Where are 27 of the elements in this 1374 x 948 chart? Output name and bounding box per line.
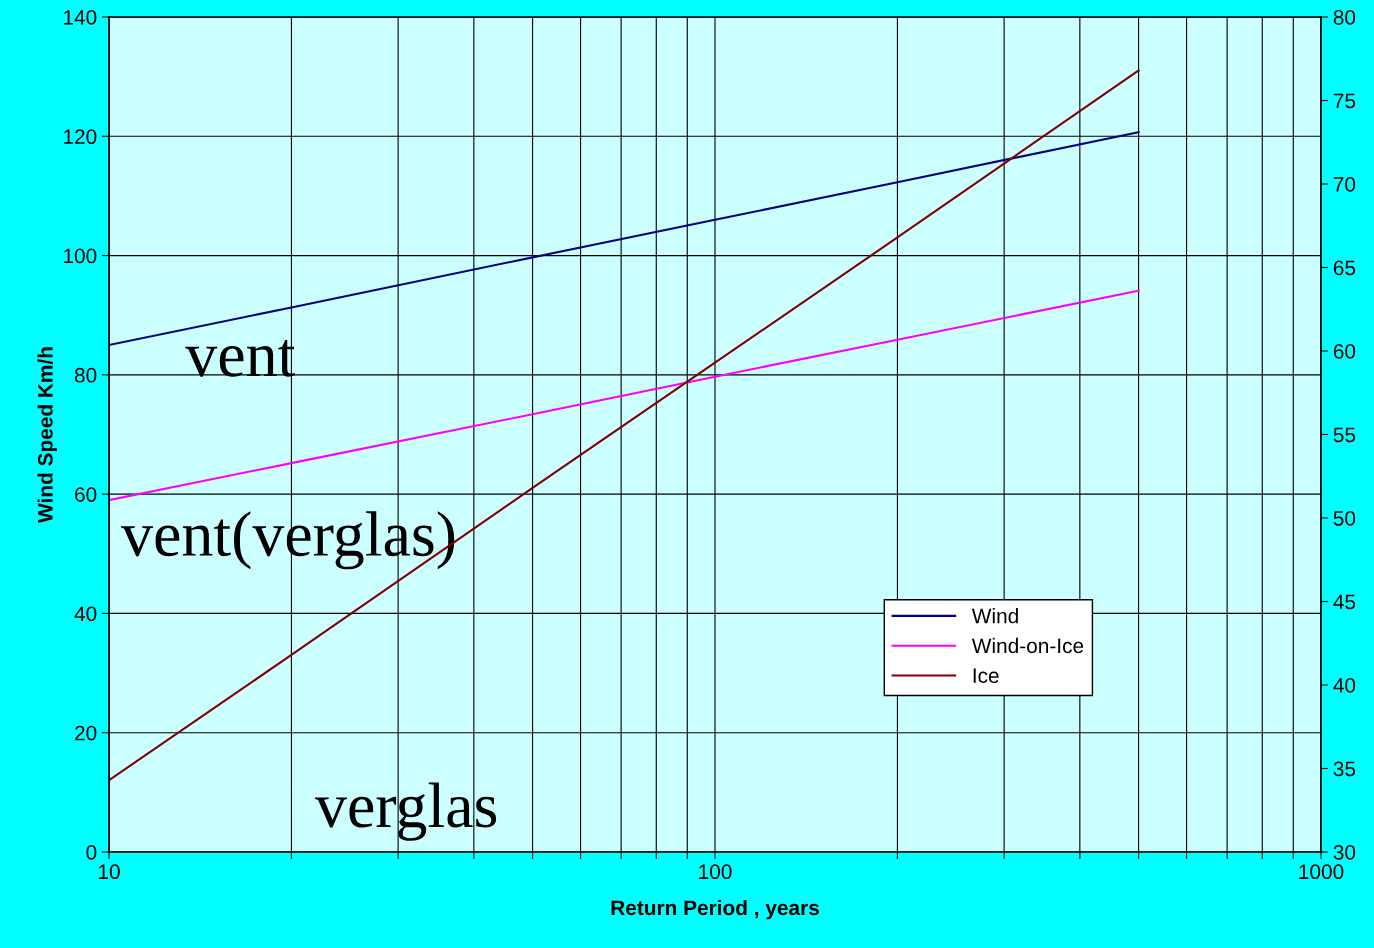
y2-tick-label: 70 — [1333, 177, 1356, 192]
legend-label: Ice — [973, 668, 999, 684]
y-axis-title: Wind Speed Km/h — [37, 347, 57, 523]
y-tick-label: 80 — [74, 367, 97, 383]
y-tick-label: 100 — [64, 248, 97, 264]
y2-tick-label: 60 — [1333, 344, 1356, 359]
y-tick-label: 140 — [64, 10, 97, 25]
x-tick-label: 1000 — [1299, 864, 1344, 880]
y2-tick-label: 80 — [1333, 10, 1356, 25]
y2-tick-label: 40 — [1333, 678, 1356, 693]
x-axis-title: Return Period , years — [611, 899, 819, 920]
legend-label: Wind — [971, 608, 1018, 624]
y-tick-label: 40 — [74, 606, 97, 622]
x-tick-label: 10 — [99, 864, 120, 880]
y-tick-label: 120 — [64, 129, 97, 145]
y-tick-label: 0 — [86, 845, 97, 860]
y-tick-label: 20 — [75, 725, 97, 741]
x-tick-label: 100 — [699, 864, 732, 880]
y2-tick-label: 30 — [1333, 845, 1356, 860]
y2-tick-label: 45 — [1333, 594, 1356, 610]
legend-label: Wind-on-Ice — [971, 637, 1084, 654]
y2-tick-label: 75 — [1333, 93, 1356, 109]
y2-tick-label: 55 — [1333, 427, 1356, 443]
y2-tick-label: 50 — [1333, 511, 1356, 526]
y-tick-label: 60 — [75, 487, 97, 502]
y2-tick-label: 35 — [1333, 761, 1356, 777]
y2-tick-label: 65 — [1333, 260, 1356, 276]
